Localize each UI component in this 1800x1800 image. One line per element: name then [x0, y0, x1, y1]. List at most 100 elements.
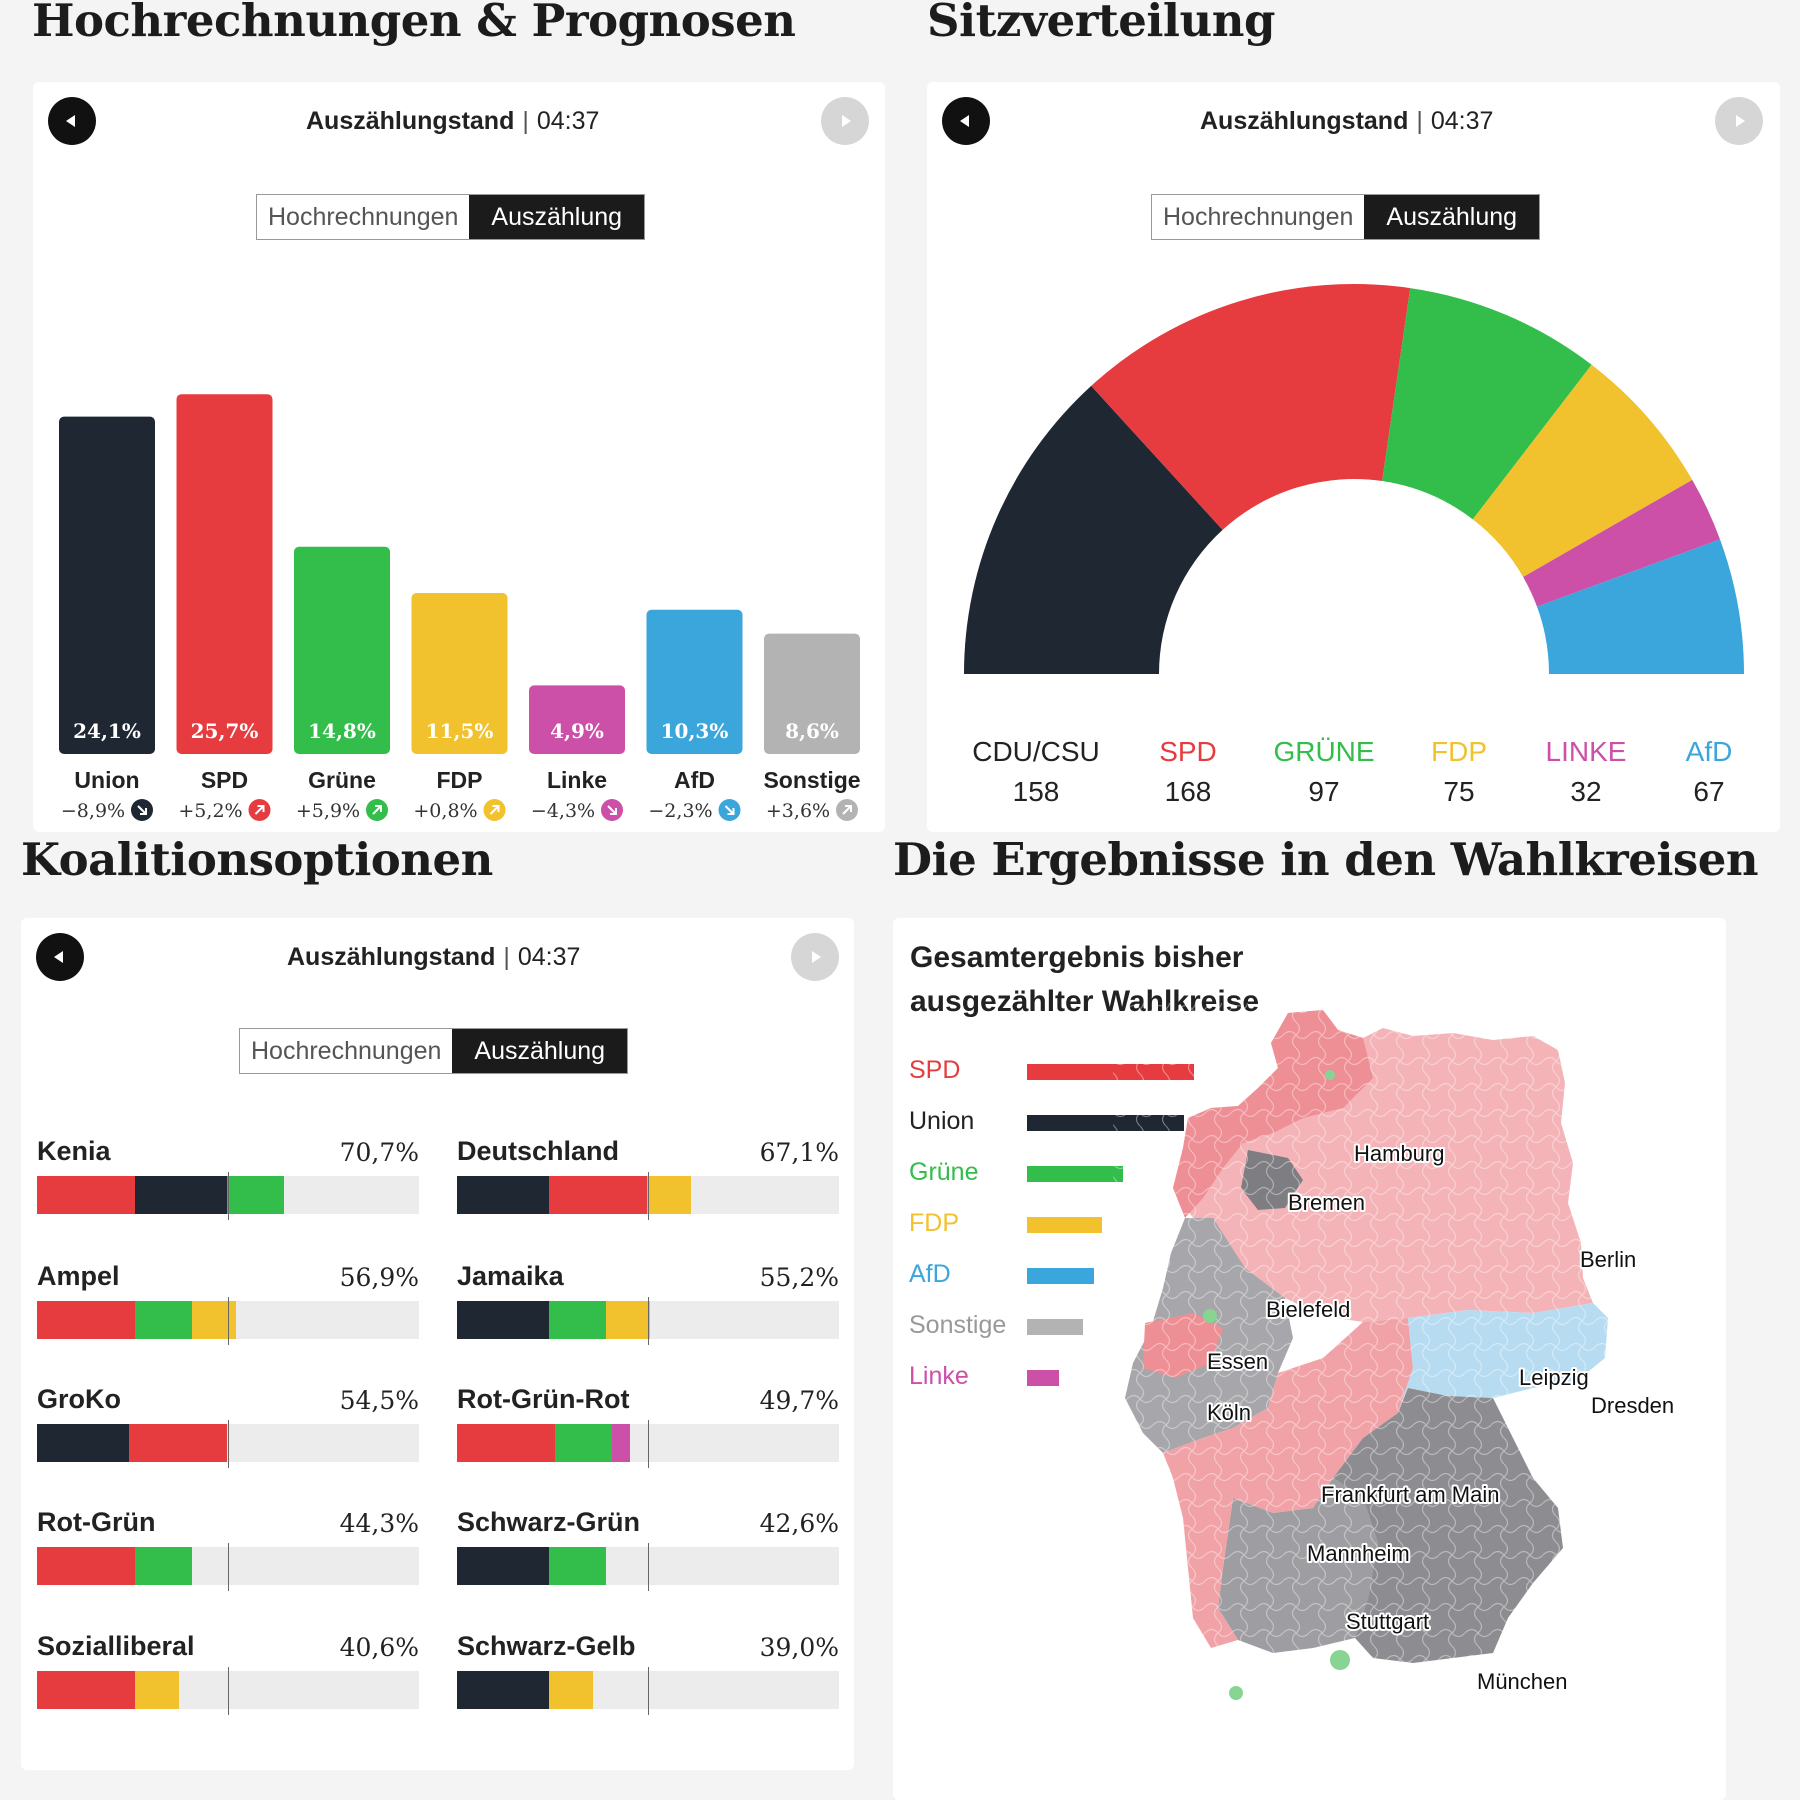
- toggle-auszaehlung[interactable]: Auszählung: [469, 195, 645, 239]
- next-button[interactable]: [821, 97, 869, 145]
- seat-legend-item: GRÜNE 97: [1244, 732, 1404, 812]
- bar-change-label: +3,6%: [766, 800, 830, 822]
- coalition-name: Rot-Grün-Rot: [457, 1384, 630, 1414]
- city-label: Dresden: [1591, 1393, 1674, 1418]
- map-district-borders: [1113, 1003, 1613, 1668]
- coalition-name: Schwarz-Gelb: [457, 1631, 636, 1661]
- previous-button[interactable]: [36, 933, 84, 981]
- bar[interactable]: [294, 546, 390, 754]
- map-legend-label: Linke: [909, 1362, 969, 1390]
- seat-segment[interactable]: [1523, 479, 1721, 607]
- coalition-total: 54,5%: [339, 1386, 419, 1415]
- count-status-label: Auszählungstand: [306, 107, 515, 135]
- districts-card: Gesamtergebnis bisher ausgezählter Wahlk…: [893, 918, 1726, 1800]
- coalition-bar-segment: [457, 1424, 556, 1462]
- seat-party-name: SPD: [1159, 736, 1217, 767]
- coalition-option[interactable]: GroKo 54,5%: [37, 1384, 419, 1468]
- seat-count: 158: [1012, 776, 1060, 807]
- coalition-name: Deutschland: [457, 1136, 620, 1166]
- city-label: Bielefeld: [1266, 1297, 1350, 1322]
- seat-legend-item: CDU/CSU 158: [956, 732, 1116, 812]
- map-district-green[interactable]: [1330, 1650, 1350, 1670]
- coalition-option[interactable]: Ampel 56,9%: [37, 1261, 419, 1345]
- seat-segment[interactable]: [1091, 284, 1411, 530]
- bar-category-label: Grüne: [308, 767, 376, 793]
- projections-title: Hochrechnungen & Prognosen: [32, 0, 796, 47]
- bar[interactable]: [529, 685, 625, 754]
- coalition-name: GroKo: [37, 1384, 121, 1414]
- seat-segment[interactable]: [1472, 364, 1693, 577]
- map-legend-label: FDP: [909, 1209, 959, 1237]
- toggle-hochrechnungen[interactable]: Hochrechnungen: [1152, 195, 1365, 239]
- coalition-total: 67,1%: [759, 1138, 839, 1167]
- map-legend-label: Grüne: [909, 1158, 979, 1186]
- map-district-green[interactable]: [1325, 1070, 1335, 1080]
- change-arrow-glyph: [254, 805, 265, 815]
- bar-change-label: −2,3%: [648, 800, 712, 822]
- map-district-green[interactable]: [1229, 1686, 1243, 1700]
- districts-title: Die Ergebnisse in den Wahlkreisen: [893, 833, 1759, 886]
- change-arrow-glyph: [372, 805, 382, 815]
- majority-marker: [228, 1543, 229, 1591]
- map-legend-label: SPD: [909, 1056, 961, 1084]
- bar-category-label: AfD: [674, 767, 715, 793]
- bar[interactable]: [764, 633, 860, 754]
- bar-category-label: FDP: [437, 767, 483, 793]
- map-district-green[interactable]: [1203, 1309, 1217, 1323]
- coalition-option[interactable]: Sozialliberal 40,6%: [37, 1631, 419, 1715]
- city-label: Mannheim: [1307, 1541, 1410, 1566]
- bar-value-label: 11,5%: [426, 719, 494, 743]
- previous-button[interactable]: [942, 97, 990, 145]
- map-green-districts: [1203, 1070, 1350, 1700]
- coalition-bar-segment: [37, 1301, 136, 1339]
- seat-count: 75: [1443, 776, 1475, 807]
- majority-marker: [648, 1543, 649, 1591]
- bar-category-label: Sonstige: [763, 767, 860, 793]
- bar-value-label: 24,1%: [73, 719, 141, 743]
- seat-distribution-chart: [964, 284, 1744, 674]
- coalition-bar-segment: [611, 1424, 631, 1462]
- previous-button[interactable]: [48, 97, 96, 145]
- bar[interactable]: [411, 593, 508, 754]
- coalition-total: 44,3%: [339, 1509, 419, 1538]
- majority-marker: [228, 1172, 229, 1220]
- count-status-time: 04:37: [536, 107, 600, 135]
- coalition-bar-segment: [37, 1424, 130, 1462]
- arrow-right-icon: [1736, 115, 1745, 127]
- next-button[interactable]: [791, 933, 839, 981]
- city-label: Essen: [1207, 1349, 1268, 1374]
- toggle-hochrechnungen[interactable]: Hochrechnungen: [257, 195, 470, 239]
- bar-value-label: 14,8%: [308, 719, 376, 743]
- toggle-hochrechnungen[interactable]: Hochrechnungen: [240, 1029, 453, 1073]
- coalition-bar-segment: [37, 1547, 136, 1585]
- coalition-option[interactable]: Rot-Grün 44,3%: [37, 1507, 419, 1591]
- toggle-auszaehlung[interactable]: Auszählung: [452, 1029, 628, 1073]
- bar-value-label: 10,3%: [661, 719, 729, 743]
- map-legend-label: Sonstige: [909, 1311, 1007, 1339]
- coalition-option[interactable]: Rot-Grün-Rot 49,7%: [457, 1384, 839, 1468]
- seat-legend-item: SPD 168: [1108, 732, 1268, 812]
- arrow-left-icon: [66, 115, 75, 127]
- party-bar-chart: 24,1% Union −8,9% 25,7% SPD +5,2% 14,8% Grüne +5…: [59, 394, 861, 822]
- coalition-total: 42,6%: [759, 1509, 839, 1538]
- coalition-option[interactable]: Schwarz-Gelb 39,0%: [457, 1631, 839, 1715]
- seat-segment[interactable]: [1537, 539, 1744, 674]
- coalition-option[interactable]: Schwarz-Grün 42,6%: [457, 1507, 839, 1591]
- toggle-auszaehlung[interactable]: Auszählung: [1364, 195, 1540, 239]
- city-label: Frankfurt am Main: [1321, 1482, 1500, 1507]
- city-labels: Hamburg Bremen Berlin Bielefeld Essen Köln Lei…: [1205, 1139, 1676, 1696]
- bar[interactable]: [59, 416, 155, 754]
- coalition-option[interactable]: Deutschland 67,1%: [457, 1136, 839, 1220]
- bar-value-label: 25,7%: [191, 719, 259, 743]
- coalition-option[interactable]: Jamaika 55,2%: [457, 1261, 839, 1345]
- germany-map[interactable]: Hamburg Bremen Berlin Bielefeld Essen Köln Lei…: [893, 918, 1726, 1800]
- count-status-label: Auszählungstand: [287, 943, 496, 971]
- bar-category-label: SPD: [201, 767, 248, 793]
- seat-segment[interactable]: [1382, 288, 1592, 520]
- bar[interactable]: [646, 609, 743, 754]
- next-button[interactable]: [1715, 97, 1763, 145]
- bar[interactable]: [176, 394, 273, 754]
- coalition-total: 39,0%: [759, 1633, 839, 1662]
- coalition-option[interactable]: Kenia 70,7%: [37, 1136, 419, 1220]
- seat-segment[interactable]: [964, 385, 1223, 674]
